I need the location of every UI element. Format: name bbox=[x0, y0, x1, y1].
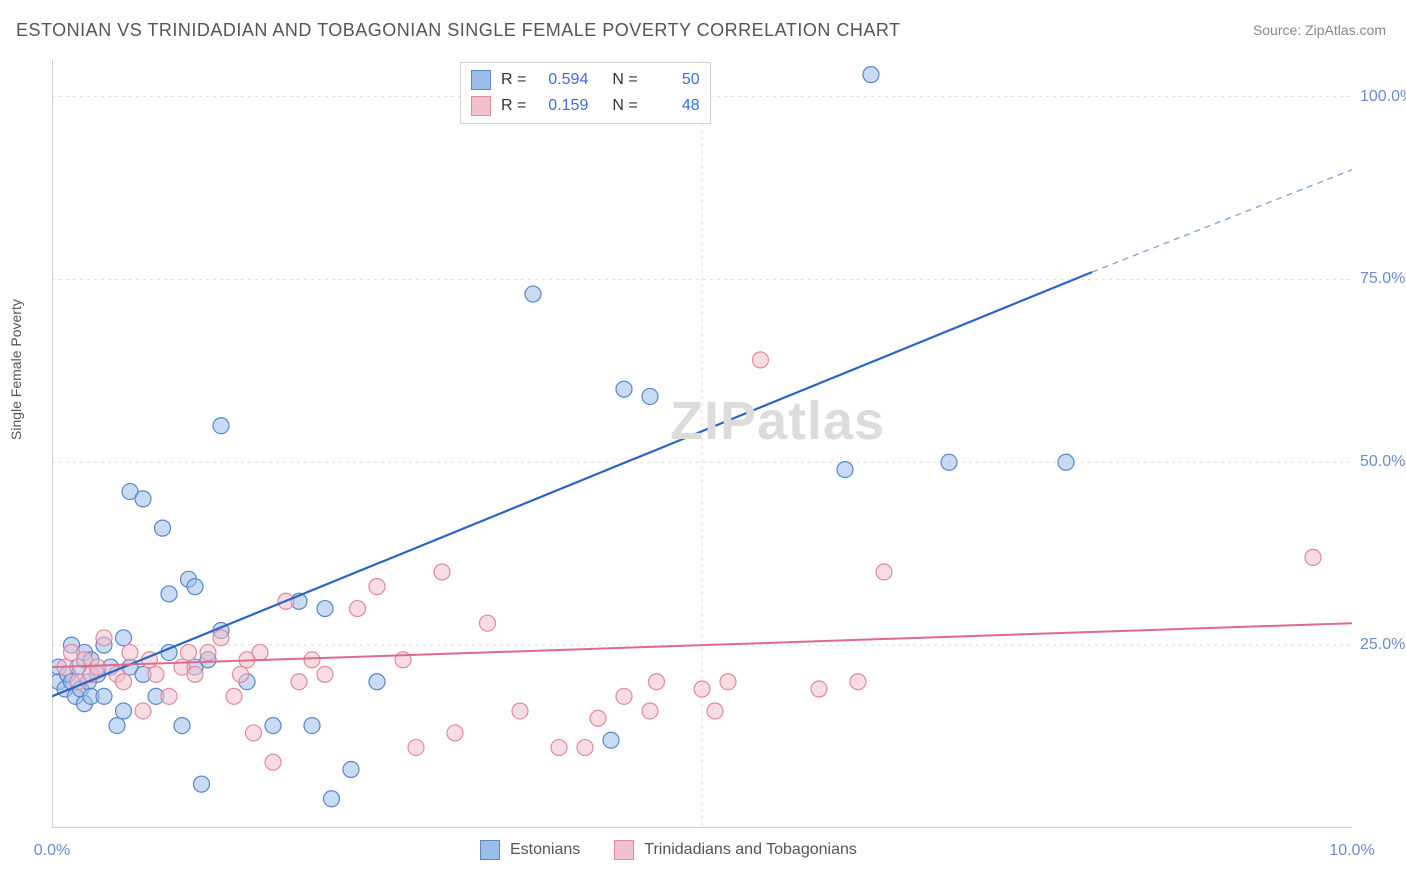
y-tick-label: 50.0% bbox=[1360, 453, 1405, 471]
legend-swatch-icon bbox=[614, 840, 634, 860]
source-label: Source: bbox=[1253, 22, 1301, 38]
correlation-legend-row: R = 0.594 N = 50 bbox=[471, 67, 700, 93]
chart-container: ESTONIAN VS TRINIDADIAN AND TOBAGONIAN S… bbox=[0, 0, 1406, 892]
series-legend-item: Estonians bbox=[480, 840, 580, 860]
series-legend-label: Trinidadians and Tobagonians bbox=[644, 841, 857, 859]
series-legend-item: Trinidadians and Tobagonians bbox=[614, 840, 857, 860]
y-tick-label: 75.0% bbox=[1360, 270, 1405, 288]
legend-r-label: R = bbox=[501, 71, 526, 89]
y-tick-label: 25.0% bbox=[1360, 636, 1405, 654]
legend-n-label: N = bbox=[612, 71, 637, 89]
x-tick-label: 10.0% bbox=[1329, 842, 1374, 860]
correlation-legend-row: R = 0.159 N = 48 bbox=[471, 93, 700, 119]
source-value: ZipAtlas.com bbox=[1305, 22, 1386, 38]
series-legend: Estonians Trinidadians and Tobagonians bbox=[480, 840, 857, 860]
y-tick-label: 100.0% bbox=[1360, 88, 1406, 106]
legend-swatch-icon bbox=[471, 70, 491, 90]
correlation-legend: R = 0.594 N = 50 R = 0.159 N = 48 bbox=[460, 62, 711, 124]
legend-r-value: 0.159 bbox=[536, 97, 588, 115]
x-tick-label: 0.0% bbox=[34, 842, 70, 860]
legend-swatch-icon bbox=[471, 96, 491, 116]
legend-n-label: N = bbox=[612, 97, 637, 115]
source-attribution: Source: ZipAtlas.com bbox=[1253, 22, 1386, 38]
legend-r-label: R = bbox=[501, 97, 526, 115]
scatter-plot bbox=[52, 60, 1352, 828]
series-legend-label: Estonians bbox=[510, 841, 580, 859]
legend-n-value: 48 bbox=[648, 97, 700, 115]
y-axis-label: Single Female Poverty bbox=[8, 299, 24, 440]
legend-n-value: 50 bbox=[648, 71, 700, 89]
legend-r-value: 0.594 bbox=[536, 71, 588, 89]
legend-swatch-icon bbox=[480, 840, 500, 860]
chart-title: ESTONIAN VS TRINIDADIAN AND TOBAGONIAN S… bbox=[16, 20, 901, 41]
